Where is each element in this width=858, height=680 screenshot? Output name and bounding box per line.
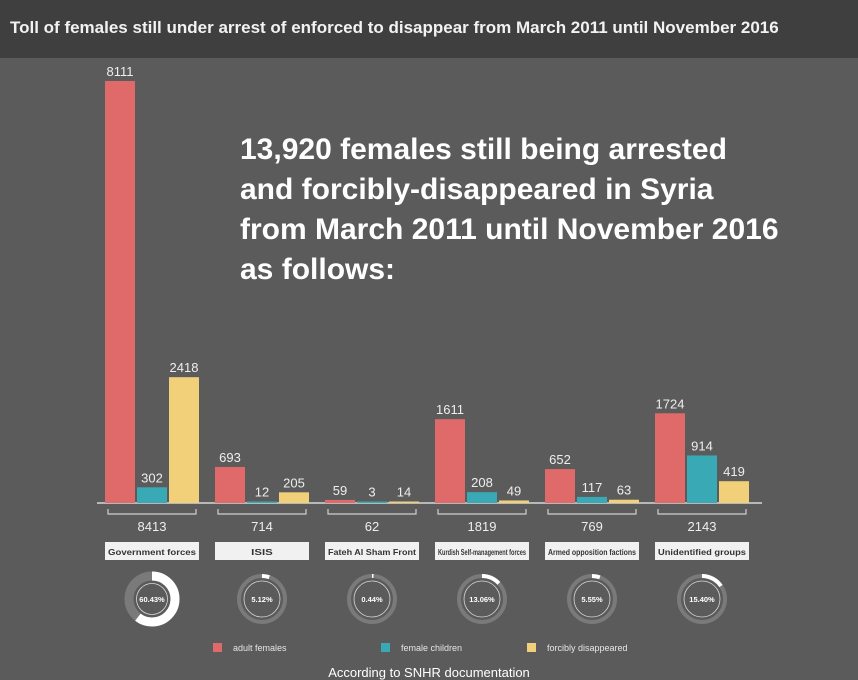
bar-value-label: 59 [333, 483, 347, 498]
group-bracket [437, 509, 527, 515]
legend-swatch [527, 643, 536, 652]
group-bracket [327, 509, 417, 515]
donut-segment [237, 574, 287, 624]
category-label: ISIS [251, 547, 273, 557]
headline-line: and forcibly-disappeared in Syria [240, 173, 714, 206]
bar [137, 487, 167, 503]
legend-swatch [213, 643, 222, 652]
group-bracket [217, 509, 307, 515]
bar-value-label: 49 [507, 483, 521, 498]
headline-line: as follows: [240, 253, 396, 286]
bar [105, 81, 135, 503]
category-label: Fateh Al Sham Front [328, 547, 416, 557]
category-label-box [325, 542, 419, 560]
bar [247, 501, 277, 503]
bar-value-label: 208 [471, 475, 493, 490]
category-label-box [215, 542, 309, 560]
bar-value-label: 652 [549, 452, 571, 467]
donut-segment [567, 574, 617, 624]
donut-inner-ring [573, 580, 611, 618]
donut-segment [457, 574, 507, 624]
bar [169, 377, 199, 503]
donut-percent-label: 5.12% [251, 595, 273, 604]
group-total-label: 714 [251, 519, 273, 534]
bar-value-label: 302 [141, 470, 163, 485]
bar-value-label: 2418 [170, 360, 199, 375]
group-total-label: 8413 [138, 519, 167, 534]
category-label: Armed opposition factions [548, 547, 636, 557]
bar [545, 469, 575, 503]
donut-inner-ring [136, 583, 168, 615]
donut-percent-label: 15.40% [689, 595, 715, 604]
donut-percent-label: 60.43% [139, 595, 165, 604]
category-label-box [655, 542, 749, 560]
footer-note: According to SNHR documentation [328, 665, 530, 680]
bar [389, 501, 419, 503]
group-total-label: 1819 [468, 519, 497, 534]
group-total-label: 769 [581, 519, 603, 534]
donut-segment [677, 574, 727, 624]
bar-value-label: 693 [219, 450, 241, 465]
legend-swatch [381, 643, 390, 652]
bar [325, 499, 355, 503]
legend-label: female children [401, 643, 462, 653]
group-bracket [657, 509, 747, 515]
category-label-box [435, 542, 529, 560]
category-label-box [545, 542, 639, 560]
title-bar: Toll of females still under arrest of en… [0, 0, 858, 58]
donut-percent-label: 0.44% [361, 595, 383, 604]
bar-value-label: 205 [283, 475, 305, 490]
bar-value-label: 12 [255, 485, 269, 500]
headline-line: from March 2011 until November 2016 [240, 213, 779, 246]
group-bracket [107, 509, 197, 515]
bar-value-label: 419 [723, 464, 745, 479]
bar [687, 455, 717, 503]
group-total-label: 2143 [688, 519, 717, 534]
group-total-label: 62 [365, 519, 379, 534]
bar-value-label: 1611 [436, 402, 464, 417]
donut-percent-label: 13.06% [469, 595, 495, 604]
bar [279, 492, 309, 503]
bar [467, 492, 497, 503]
bar-value-label: 914 [691, 438, 713, 453]
bar-value-label: 63 [617, 483, 631, 498]
bar [357, 501, 387, 503]
donut-inner-ring [243, 580, 281, 618]
bar [499, 500, 529, 503]
group-bracket [547, 509, 637, 515]
headline: 13,920 females still being arrested and … [240, 130, 800, 290]
category-label: Government forces [108, 547, 196, 557]
bar [435, 419, 465, 503]
bar-value-label: 1724 [656, 396, 685, 411]
legend-label: adult females [233, 643, 287, 653]
category-label-box [105, 542, 199, 560]
bar-value-label: 8111 [107, 64, 134, 79]
donut-inner-ring [683, 580, 721, 618]
headline-line: 13,920 females still being arrested [240, 133, 727, 166]
bar [215, 466, 245, 503]
bar-value-label: 3 [368, 485, 375, 500]
bar-value-label: 14 [397, 485, 411, 500]
donut-inner-ring [463, 580, 501, 618]
donut-inner-ring [353, 580, 391, 618]
chart-title: Toll of females still under arrest of en… [10, 18, 779, 37]
bar-value-label: 117 [582, 480, 603, 495]
bar [719, 481, 749, 503]
bar [655, 413, 685, 503]
bar [609, 499, 639, 503]
donut-segment [124, 571, 180, 627]
donut-percent-label: 5.55% [581, 595, 603, 604]
bar [577, 496, 607, 503]
donut-segment [347, 574, 397, 624]
category-label: Unidentified groups [658, 547, 746, 557]
legend-label: forcibly disappeared [547, 643, 628, 653]
category-label: Kurdish Self-management forces [438, 547, 526, 557]
